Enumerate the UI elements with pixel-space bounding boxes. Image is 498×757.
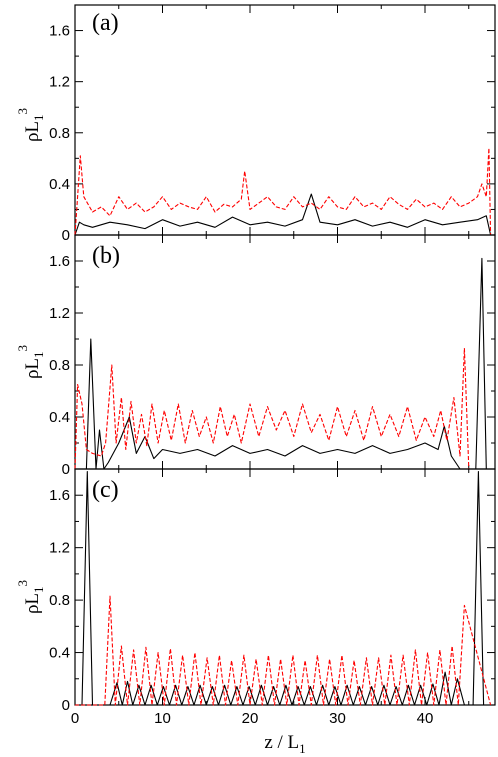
series-line-black-solid [75,257,491,470]
panel-a-ylabel: ρL13 [15,108,46,142]
ytick-label: 0 [62,461,70,478]
panel-a-label: (a) [92,10,119,36]
panel-c-ylabel: ρL13 [15,580,46,614]
xtick-label: 10 [154,710,171,727]
panel-c-ticks: 0 0.4 0.8 1.2 1.6 0 10 20 30 40 [49,468,495,727]
series-line-red-dashed [74,147,492,236]
panel-b-label: (b) [92,243,120,269]
series-line-black-solid [75,471,491,706]
panel-b-ticks: 0 0.4 0.8 1.2 1.6 [49,234,495,478]
panel-a-frame [74,4,496,236]
panel-a: (a) ρL13 0 0.4 0.8 1.2 1.6 [15,4,496,244]
series-line-black-solid [74,193,492,236]
ytick-label: 1.2 [49,74,70,91]
panel-b-ylabel: ρL13 [15,345,46,379]
xtick-label: 40 [417,710,434,727]
ytick-label: 1.6 [49,487,70,504]
ytick-label: 0.8 [49,592,70,609]
series-line-red-dashed [74,347,491,470]
xtick-label: 0 [71,710,79,727]
xtick-label: 30 [329,710,346,727]
ytick-label: 1.2 [49,540,70,557]
panel-c: (c) ρL13 0 0.4 0.8 1.2 1.6 0 10 20 30 40 z / L1 [15,468,496,756]
ytick-label: 1.6 [49,253,70,270]
panel-b-series [74,257,491,470]
ytick-label: 0.8 [49,125,70,142]
panel-c-label: (c) [92,477,119,503]
ytick-label: 0.4 [49,176,70,193]
panel-c-frame [74,468,496,706]
xtick-label: 20 [242,710,259,727]
ytick-label: 0 [62,227,70,244]
ytick-label: 0.4 [49,409,70,426]
panel-a-ticks: 0 0.4 0.8 1.2 1.6 [49,4,495,244]
series-line-red-dashed [75,595,492,706]
x-axis-title: z / L1 [264,732,305,756]
ytick-label: 1.2 [49,305,70,322]
ytick-label: 1.6 [49,23,70,40]
ytick-label: 0.8 [49,357,70,374]
ytick-label: 0.4 [49,645,70,662]
panel-c-series [75,471,492,706]
ytick-label: 0 [62,697,70,714]
panel-a-series [74,147,492,236]
panel-b: (b) ρL13 0 0.4 0.8 1.2 1.6 [15,234,496,478]
